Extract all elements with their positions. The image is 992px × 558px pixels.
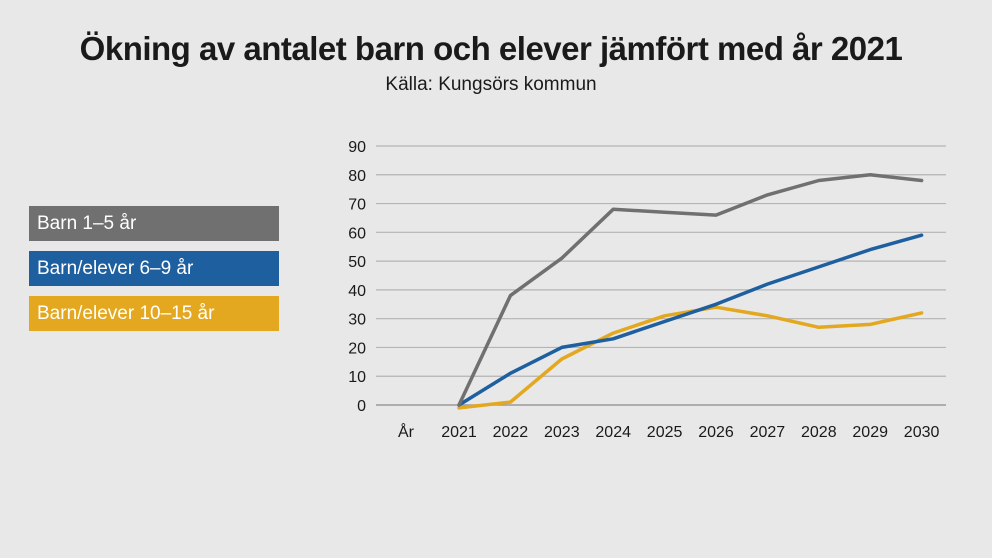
x-tick-label: 2024: [595, 424, 631, 441]
y-tick-label: 60: [348, 225, 366, 242]
x-tick-label: 2023: [544, 424, 580, 441]
legend-label: Barn 1–5 år: [37, 213, 137, 234]
chart-subtitle: Källa: Kungsörs kommun: [0, 74, 982, 96]
y-tick-label: 20: [348, 340, 366, 357]
x-axis-label: År: [398, 422, 415, 441]
y-tick-label: 90: [348, 139, 366, 156]
y-tick-label: 50: [348, 254, 366, 271]
legend-item-barn-elever-10-15: Barn/elever 10–15 år: [29, 296, 279, 331]
y-tick-label: 80: [348, 168, 366, 185]
y-tick-label: 0: [357, 398, 366, 415]
legend-label: Barn/elever 10–15 år: [37, 303, 215, 324]
series-line: [457, 305, 924, 410]
x-tick-label: 2029: [852, 424, 888, 441]
y-tick-label: 70: [348, 197, 366, 214]
x-tick-label: 2026: [698, 424, 734, 441]
legend-item-barn-elever-6-9: Barn/elever 6–9 år: [29, 251, 279, 286]
legend-label: Barn/elever 6–9 år: [37, 258, 194, 279]
y-tick-label: 10: [348, 369, 366, 386]
y-tick-label: 40: [348, 283, 366, 300]
series-line: [457, 233, 924, 407]
x-tick-label: 2030: [904, 424, 940, 441]
source-label: Källa: Kungsörs kommun: [385, 74, 597, 95]
legend-item-barn-1-5: Barn 1–5 år: [29, 206, 279, 241]
x-tick-label: 2022: [493, 424, 529, 441]
x-tick-label: 2028: [801, 424, 837, 441]
chart-title: Ökning av antalet barn och elever jämför…: [79, 30, 903, 67]
x-tick-label: 2027: [750, 424, 786, 441]
y-tick-label: 30: [348, 312, 366, 329]
x-tick-label: 2025: [647, 424, 683, 441]
series-line: [457, 173, 924, 407]
x-tick-label: 2021: [441, 424, 477, 441]
